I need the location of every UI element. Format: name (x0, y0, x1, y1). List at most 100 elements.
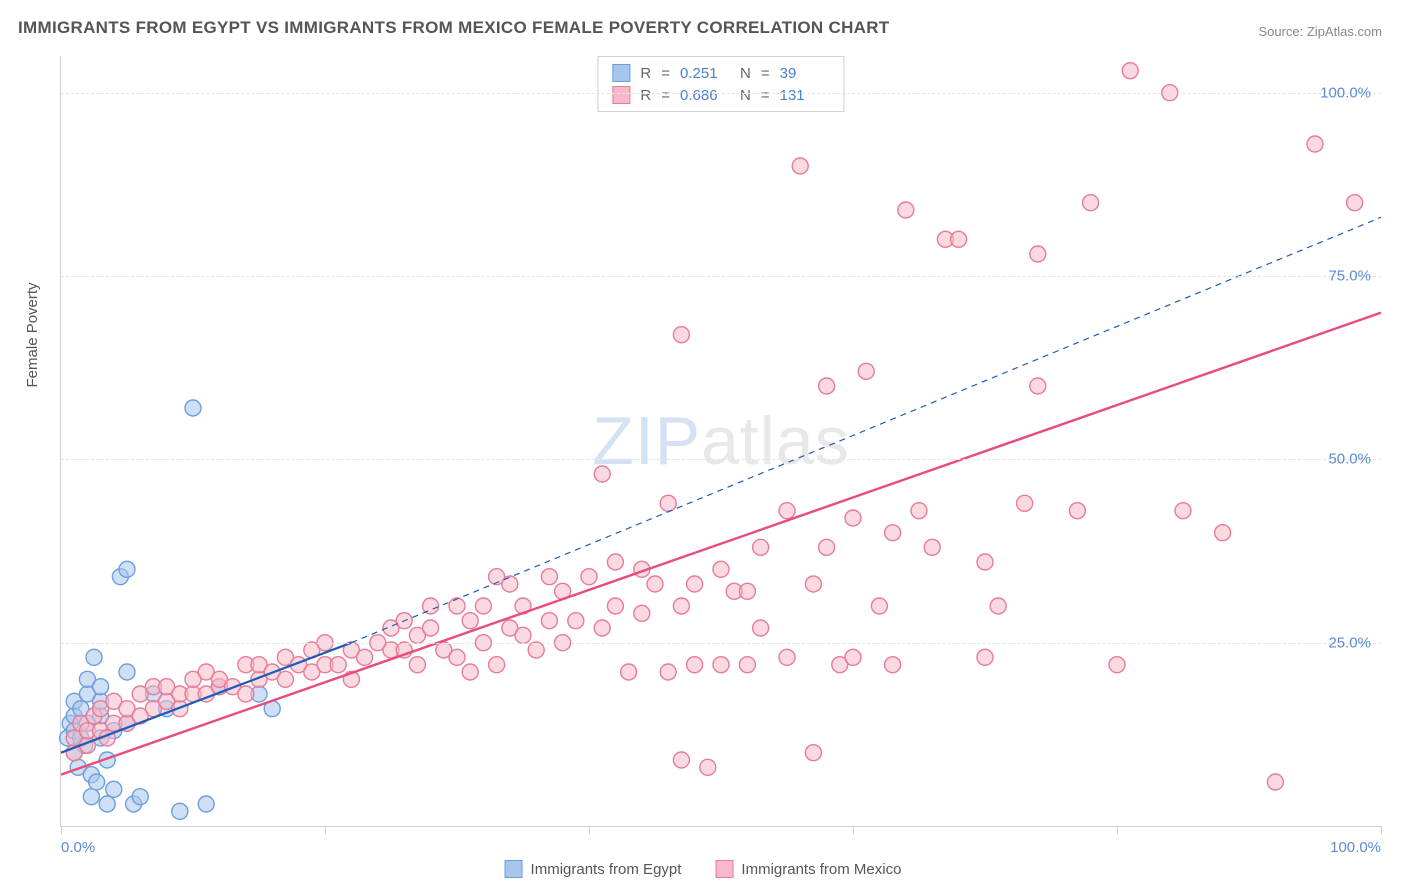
scatter-point-mexico (238, 686, 254, 702)
scatter-point-mexico (621, 664, 637, 680)
gridline-h (61, 276, 1381, 277)
scatter-point-egypt (119, 664, 135, 680)
scatter-point-mexico (753, 620, 769, 636)
scatter-point-mexico (885, 525, 901, 541)
scatter-point-egypt (93, 679, 109, 695)
r-value-mexico: 0.686 (680, 87, 730, 104)
scatter-point-egypt (185, 400, 201, 416)
regression-ext-egypt (351, 217, 1381, 642)
scatter-point-mexico (515, 627, 531, 643)
scatter-point-mexico (871, 598, 887, 614)
scatter-point-egypt (86, 649, 102, 665)
y-axis-title: Female Poverty (24, 282, 41, 387)
eq-label-2: = (761, 87, 770, 104)
scatter-point-mexico (739, 583, 755, 599)
scatter-point-mexico (805, 576, 821, 592)
scatter-point-mexico (1122, 63, 1138, 79)
scatter-point-mexico (647, 576, 663, 592)
eq-label: = (661, 87, 670, 104)
scatter-point-mexico (357, 649, 373, 665)
scatter-point-mexico (1109, 657, 1125, 673)
bottom-legend-item-mexico: Immigrants from Mexico (715, 860, 901, 878)
scatter-point-egypt (119, 561, 135, 577)
scatter-point-mexico (594, 620, 610, 636)
scatter-point-mexico (911, 503, 927, 519)
scatter-point-mexico (739, 657, 755, 673)
x-tick (1117, 826, 1118, 834)
scatter-point-mexico (502, 576, 518, 592)
scatter-point-mexico (594, 466, 610, 482)
x-tick (61, 826, 62, 834)
scatter-point-mexico (845, 649, 861, 665)
scatter-point-mexico (277, 671, 293, 687)
y-tick-label: 50.0% (1328, 451, 1371, 468)
scatter-point-mexico (779, 503, 795, 519)
scatter-point-mexico (1083, 195, 1099, 211)
scatter-point-mexico (449, 649, 465, 665)
scatter-point-mexico (845, 510, 861, 526)
bottom-legend-label-egypt: Immigrants from Egypt (531, 861, 682, 878)
x-tick (325, 826, 326, 834)
scatter-point-mexico (687, 576, 703, 592)
regression-line-mexico (61, 313, 1381, 775)
scatter-point-mexico (568, 613, 584, 629)
scatter-point-mexico (951, 231, 967, 247)
source-attribution: Source: ZipAtlas.com (1258, 24, 1382, 39)
scatter-point-mexico (885, 657, 901, 673)
x-tick (853, 826, 854, 834)
scatter-point-mexico (607, 598, 623, 614)
gridline-h (61, 643, 1381, 644)
scatter-point-mexico (1175, 503, 1191, 519)
scatter-point-mexico (660, 664, 676, 680)
scatter-point-mexico (1215, 525, 1231, 541)
scatter-point-mexico (713, 657, 729, 673)
scatter-point-mexico (423, 620, 439, 636)
scatter-point-mexico (541, 613, 557, 629)
scatter-point-mexico (779, 649, 795, 665)
r-label: R (640, 87, 651, 104)
x-min-label: 0.0% (61, 839, 95, 856)
scatter-point-mexico (924, 539, 940, 555)
stats-legend: R = 0.251 N = 39 R = 0.686 N = 131 (597, 56, 844, 112)
bottom-legend-item-egypt: Immigrants from Egypt (505, 860, 682, 878)
scatter-point-mexico (634, 605, 650, 621)
scatter-point-mexico (462, 613, 478, 629)
y-tick-label: 100.0% (1320, 84, 1371, 101)
scatter-point-mexico (489, 657, 505, 673)
scatter-point-mexico (409, 657, 425, 673)
n-value-mexico: 131 (780, 87, 830, 104)
scatter-point-mexico (792, 158, 808, 174)
scatter-point-mexico (819, 378, 835, 394)
scatter-point-mexico (607, 554, 623, 570)
y-tick-label: 75.0% (1328, 268, 1371, 285)
x-tick (589, 826, 590, 834)
scatter-point-mexico (475, 598, 491, 614)
eq-label-2: = (761, 65, 770, 82)
bottom-legend-label-mexico: Immigrants from Mexico (741, 861, 901, 878)
stats-legend-row-mexico: R = 0.686 N = 131 (612, 84, 829, 106)
scatter-svg (61, 56, 1381, 826)
scatter-point-mexico (581, 569, 597, 585)
scatter-point-mexico (660, 495, 676, 511)
scatter-point-mexico (898, 202, 914, 218)
scatter-point-mexico (673, 327, 689, 343)
scatter-point-egypt (106, 781, 122, 797)
scatter-point-egypt (89, 774, 105, 790)
gridline-h (61, 93, 1381, 94)
chart-title: IMMIGRANTS FROM EGYPT VS IMMIGRANTS FROM… (18, 18, 889, 38)
scatter-point-mexico (330, 657, 346, 673)
scatter-point-mexico (753, 539, 769, 555)
scatter-point-mexico (1017, 495, 1033, 511)
legend-swatch-egypt (612, 64, 630, 82)
scatter-point-mexico (462, 664, 478, 680)
scatter-point-mexico (700, 759, 716, 775)
n-label: N (740, 87, 751, 104)
scatter-point-mexico (449, 598, 465, 614)
scatter-point-egypt (83, 789, 99, 805)
r-label: R (640, 65, 651, 82)
scatter-point-mexico (1347, 195, 1363, 211)
eq-label: = (661, 65, 670, 82)
scatter-point-mexico (977, 649, 993, 665)
x-max-label: 100.0% (1330, 839, 1381, 856)
scatter-point-egypt (99, 796, 115, 812)
